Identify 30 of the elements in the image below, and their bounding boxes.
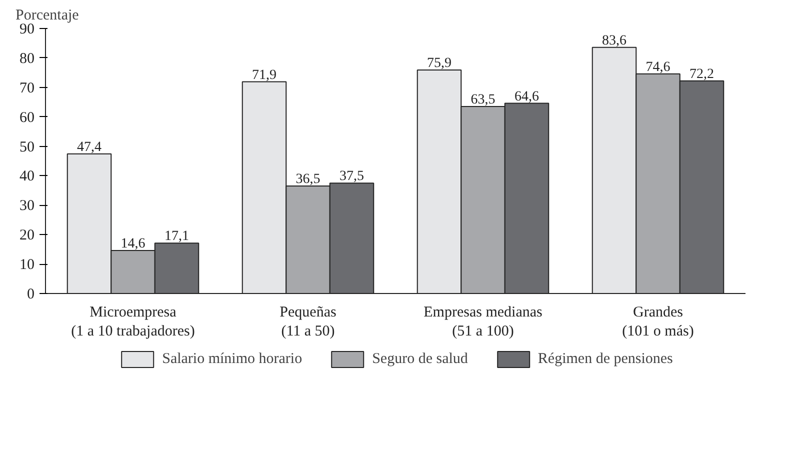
- data-label: 14,6: [120, 236, 146, 252]
- data-label: 37,5: [340, 169, 364, 184]
- data-label: 36,5: [296, 172, 320, 188]
- x-tick-label: Grandes (101 o más): [622, 304, 694, 340]
- y-tick-label: 20: [20, 228, 34, 244]
- legend-label: Régimen de pensiones: [538, 350, 673, 368]
- x-tick-label: Empresas medianas (51 a 100): [424, 304, 543, 340]
- y-tick-label: 60: [20, 110, 34, 126]
- x-tick-label: Pequeñas (11 a 50): [280, 304, 336, 340]
- y-tick-label: 10: [20, 257, 34, 274]
- x-tick-label: Microempresa (1 a 10 trabajadores): [71, 304, 195, 340]
- data-label: 83,6: [602, 33, 626, 48]
- data-label: 71,9: [252, 68, 276, 83]
- data-label: 72,2: [690, 66, 714, 82]
- y-tick-label: 90: [20, 22, 34, 38]
- data-label: 17,1: [164, 229, 189, 244]
- y-tick-label: 80: [20, 50, 34, 67]
- data-label: 47,4: [77, 140, 102, 155]
- data-label: 74,6: [646, 60, 670, 75]
- y-tick-label: 70: [20, 80, 34, 96]
- y-tick-label: 50: [20, 139, 34, 156]
- legend-label: Seguro de salud: [372, 350, 468, 368]
- y-axis-title: Porcentaje: [16, 8, 80, 24]
- y-tick-label: 30: [20, 198, 34, 214]
- legend-label: Salario mínimo horario: [162, 350, 302, 368]
- data-label: 64,6: [514, 89, 539, 104]
- y-tick-label: 40: [20, 168, 34, 185]
- y-tick-label: 0: [27, 286, 34, 302]
- data-label: 75,9: [427, 56, 452, 72]
- data-label: 63,5: [470, 92, 496, 108]
